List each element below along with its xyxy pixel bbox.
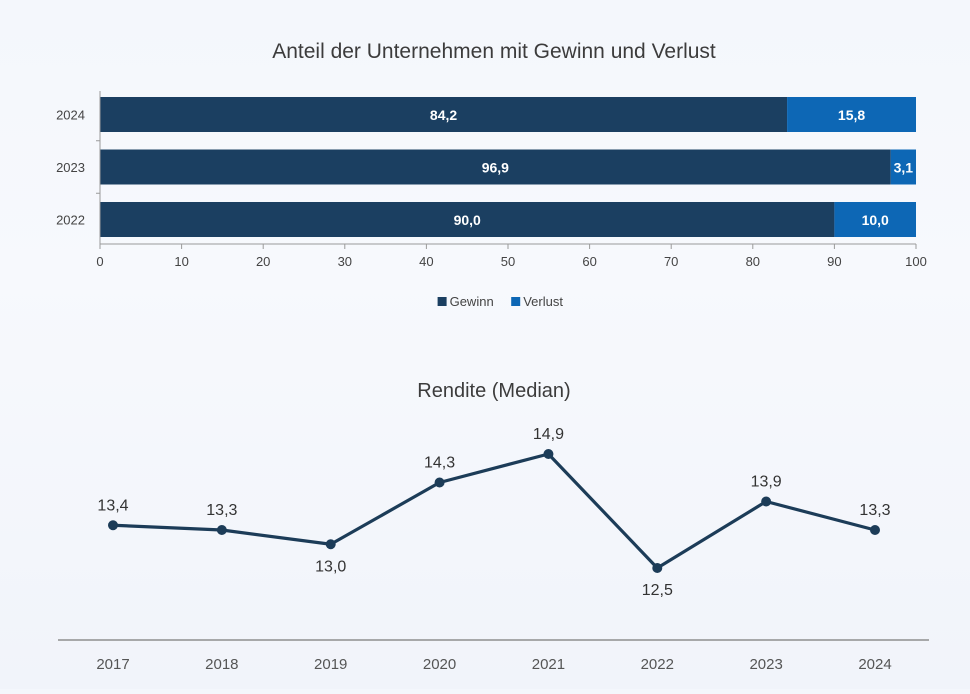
x-tick-label: 30 [338, 254, 352, 269]
bar-data-label: 90,0 [454, 212, 481, 228]
line-point [870, 525, 880, 535]
x-tick-label: 2019 [314, 656, 347, 673]
line-data-label: 14,9 [533, 426, 564, 443]
line-data-label: 13,4 [97, 497, 128, 514]
x-tick-label: 100 [905, 254, 927, 269]
x-tick-label: 20 [256, 254, 270, 269]
x-tick-label: 2024 [858, 656, 891, 673]
bar-chart-plot: 2024 84,2 15,8 2023 96,9 3,1 2022 90,0 10,0 0 10 20… [56, 91, 927, 269]
x-tick-label: 2021 [532, 656, 565, 673]
line-point [543, 449, 554, 459]
x-tick-label: 2020 [423, 656, 456, 673]
legend-label-verlust: Verlust [523, 294, 563, 309]
bar-data-label: 15,8 [838, 107, 865, 123]
x-tick-label: 2017 [96, 656, 129, 673]
x-tick-label: 2018 [205, 656, 238, 673]
line-point [434, 477, 445, 488]
line-data-label: 13,9 [751, 474, 782, 491]
x-tick-label: 2022 [641, 656, 674, 673]
x-tick-label: 40 [419, 254, 433, 269]
line-data-label: 13,0 [315, 558, 346, 575]
line-data-label: 13,3 [206, 502, 237, 519]
bar-data-label: 3,1 [894, 160, 914, 176]
legend-swatch-gewinn [437, 297, 447, 306]
line-point [761, 496, 772, 507]
bar-segment-verlust [834, 202, 916, 237]
bar-segment-verlust [787, 97, 916, 132]
line-chart-title: Rendite (Median) [417, 380, 570, 402]
line-point [652, 563, 663, 573]
line-point [325, 539, 336, 550]
bar-segment-gewinn [100, 202, 835, 237]
x-tick-label: 50 [501, 254, 515, 269]
bar-category-label: 2022 [56, 213, 85, 228]
line-data-label: 14,3 [424, 455, 455, 472]
x-tick-label: 0 [96, 254, 103, 269]
x-tick-label: 10 [174, 254, 188, 269]
bar-chart-title: Anteil der Unternehmen mit Gewinn und Ve… [272, 40, 716, 63]
bar-segment-verlust [890, 149, 916, 185]
line-point [108, 520, 118, 531]
line-chart-plot: 13,4 13,3 13,0 14,3 14,9 12,5 13,9 13,3 2017 2018… [58, 426, 929, 673]
bar-data-label: 10,0 [862, 212, 889, 228]
x-tick-label: 90 [827, 254, 841, 269]
x-tick-label: 2023 [749, 656, 782, 673]
bar-segment-gewinn [100, 97, 788, 132]
bar-segment-gewinn [100, 149, 891, 185]
line-data-label: 12,5 [642, 582, 673, 599]
line-series [112, 452, 876, 570]
bar-category-label: 2023 [56, 160, 85, 175]
bar-data-label: 96,9 [482, 160, 509, 176]
line-data-label: 13,3 [859, 502, 890, 519]
x-tick-label: 70 [664, 254, 678, 269]
bar-category-label: 2024 [56, 108, 85, 123]
line-point [216, 525, 227, 535]
legend-label-gewinn: Gewinn [450, 294, 494, 309]
bar-data-label: 84,2 [430, 107, 457, 123]
x-tick-label: 60 [582, 254, 596, 269]
bar-chart-legend: Gewinn Verlust [437, 294, 563, 309]
x-tick-label: 80 [746, 254, 760, 269]
legend-swatch-verlust [511, 297, 521, 306]
